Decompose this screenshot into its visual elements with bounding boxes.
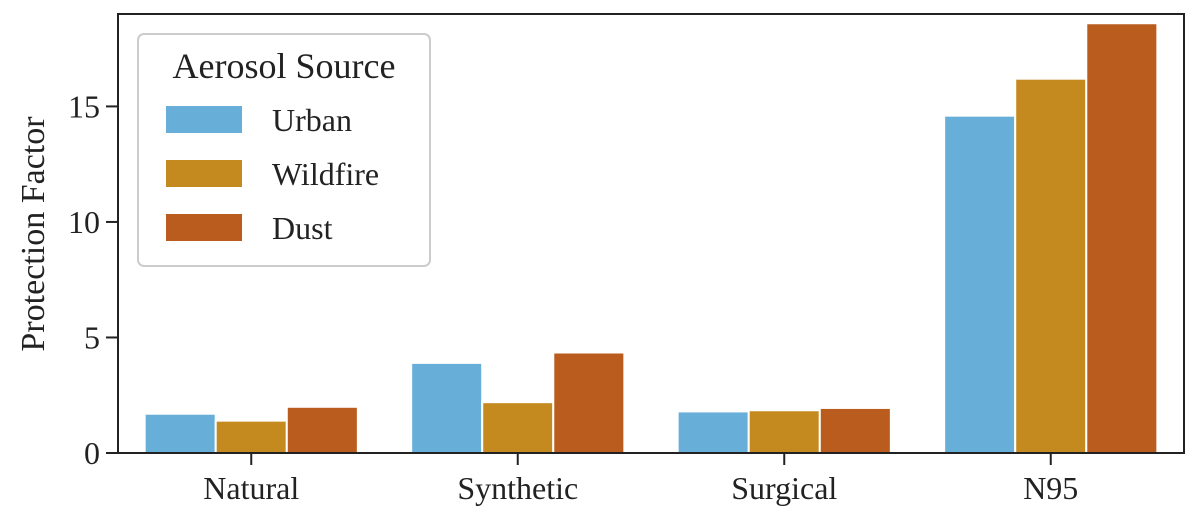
bar-dust-surgical [818,406,892,455]
bar-wildfire-natural [214,419,288,454]
bar-urban-synthetic [410,361,484,455]
legend-label-urban: Urban [272,102,352,138]
x-tick-label: N95 [1023,470,1078,506]
x-tick-label: Synthetic [457,470,578,506]
bar-wildfire-surgical [747,409,821,455]
bar-dust-n95 [1085,22,1159,455]
bars-layer [143,22,1159,455]
y-tick-label: 10 [68,204,100,240]
legend-swatch-urban [166,106,242,133]
legend-items: Urban Wildfire Dust [166,102,379,246]
bar-dust-natural [285,405,359,455]
bar-wildfire-n95 [1014,77,1088,454]
legend-label-wildfire: Wildfire [272,156,379,192]
y-axis: 0 5 10 15 [68,88,118,471]
bar-wildfire-synthetic [481,401,555,455]
y-tick-label: 5 [84,319,100,355]
legend-title: Aerosol Source [173,46,396,86]
y-axis-label: Protection Factor [15,116,52,352]
bar-dust-synthetic [552,351,626,454]
bar-urban-n95 [943,114,1017,454]
legend: Aerosol Source Urban Wildfire Dust [137,33,431,267]
y-tick-label: 0 [84,435,100,471]
y-tick-label: 15 [68,88,100,124]
legend-box [137,33,431,267]
legend-label-dust: Dust [272,210,333,246]
legend-swatch-wildfire [166,160,242,187]
plot-frame [117,13,1185,454]
bar-urban-natural [143,412,217,454]
x-tick-label: Natural [203,470,299,506]
x-axis: Natural Synthetic Surgical N95 [203,453,1078,506]
legend-swatch-dust [166,214,242,241]
bar-urban-surgical [676,410,750,455]
x-tick-label: Surgical [731,470,837,506]
